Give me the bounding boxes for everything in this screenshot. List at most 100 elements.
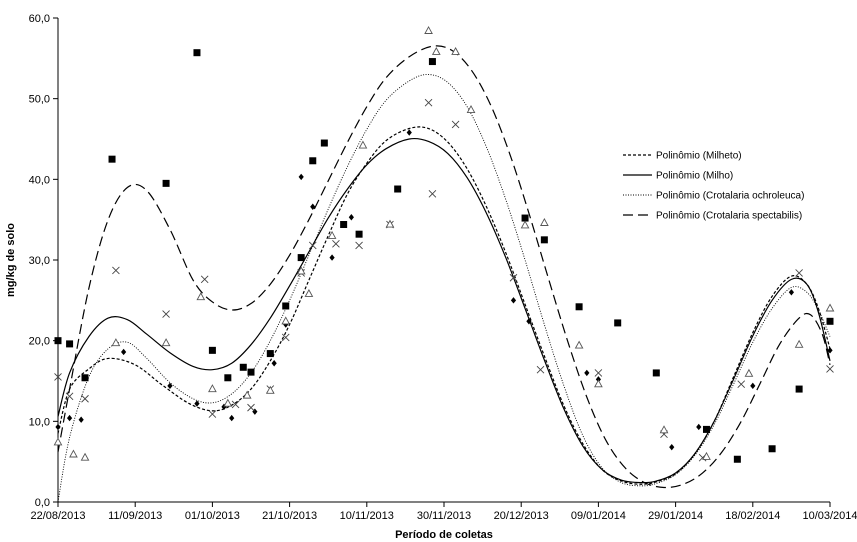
y-tick-label: 40,0 bbox=[29, 174, 50, 186]
x-tick-label: 22/08/2013 bbox=[30, 510, 85, 522]
y-tick-label: 60,0 bbox=[29, 13, 50, 25]
data-point-polinomio-milho bbox=[298, 254, 305, 261]
data-point-polinomio-crotalaria-spectabilis bbox=[305, 290, 312, 297]
data-point-polinomio-milheto bbox=[67, 415, 72, 421]
y-tick-label: 30,0 bbox=[29, 255, 50, 267]
x-tick-label: 21/10/2013 bbox=[262, 510, 317, 522]
data-point-polinomio-crotalaria-spectabilis bbox=[745, 370, 752, 377]
data-point-polinomio-crotalaria-ochroleuca bbox=[429, 190, 436, 197]
data-point-polinomio-milho bbox=[321, 140, 328, 147]
data-point-polinomio-milho bbox=[796, 386, 803, 393]
data-point-polinomio-crotalaria-spectabilis bbox=[826, 304, 833, 311]
data-point-polinomio-milho bbox=[576, 303, 583, 310]
y-tick-label: 0,0 bbox=[35, 497, 50, 509]
data-point-polinomio-crotalaria-ochroleuca bbox=[537, 366, 544, 373]
data-point-polinomio-crotalaria-spectabilis bbox=[660, 426, 667, 433]
data-point-polinomio-crotalaria-spectabilis bbox=[197, 293, 204, 300]
data-point-polinomio-milho bbox=[267, 350, 274, 357]
data-point-polinomio-milho bbox=[55, 337, 62, 344]
x-tick-label: 10/11/2013 bbox=[340, 510, 394, 522]
data-point-polinomio-milho bbox=[653, 369, 660, 376]
legend-label-polinomio-milheto: Polinômio (Milheto) bbox=[656, 151, 742, 162]
y-tick-label: 10,0 bbox=[29, 416, 50, 428]
data-point-polinomio-crotalaria-ochroleuca bbox=[425, 99, 432, 106]
data-point-polinomio-crotalaria-spectabilis bbox=[224, 400, 231, 407]
data-point-polinomio-crotalaria-ochroleuca bbox=[309, 242, 316, 249]
data-point-polinomio-crotalaria-spectabilis bbox=[267, 387, 274, 394]
y-tick-label: 50,0 bbox=[29, 94, 50, 106]
data-point-polinomio-milheto bbox=[511, 297, 516, 303]
data-point-polinomio-crotalaria-spectabilis bbox=[244, 392, 251, 399]
data-point-polinomio-crotalaria-ochroleuca bbox=[827, 365, 834, 372]
chart-curves bbox=[58, 46, 830, 502]
legend-label-polinomio-milho: Polinômio (Milho) bbox=[656, 171, 733, 182]
data-point-polinomio-crotalaria-spectabilis bbox=[595, 380, 602, 387]
trend-line-polinomio-crotalaria-ochroleuca bbox=[58, 74, 830, 502]
x-tick-label: 09/01/2014 bbox=[571, 510, 626, 522]
chart-markers bbox=[54, 27, 833, 463]
data-point-polinomio-milheto bbox=[310, 204, 315, 210]
data-point-polinomio-milho bbox=[429, 58, 436, 65]
data-point-polinomio-crotalaria-spectabilis bbox=[541, 219, 548, 226]
x-axis-title: Período de coletas bbox=[395, 529, 493, 541]
data-point-polinomio-milheto bbox=[329, 254, 334, 260]
data-point-polinomio-milheto bbox=[79, 417, 84, 423]
data-point-polinomio-milheto bbox=[229, 415, 234, 421]
data-point-polinomio-crotalaria-ochroleuca bbox=[510, 274, 517, 281]
data-point-polinomio-milho bbox=[109, 156, 116, 163]
data-point-polinomio-milheto bbox=[584, 370, 589, 376]
data-point-polinomio-milho bbox=[356, 231, 363, 238]
data-point-polinomio-crotalaria-ochroleuca bbox=[452, 121, 459, 128]
data-point-polinomio-milho bbox=[163, 180, 170, 187]
data-point-polinomio-crotalaria-spectabilis bbox=[796, 341, 803, 348]
data-point-polinomio-crotalaria-spectabilis bbox=[576, 342, 583, 349]
data-point-polinomio-crotalaria-spectabilis bbox=[70, 450, 77, 457]
x-tick-label: 30/11/2013 bbox=[417, 510, 471, 522]
y-tick-label: 20,0 bbox=[29, 336, 50, 348]
data-point-polinomio-crotalaria-ochroleuca bbox=[82, 395, 89, 402]
data-point-polinomio-crotalaria-ochroleuca bbox=[163, 311, 170, 318]
data-point-polinomio-milho bbox=[248, 369, 255, 376]
data-point-polinomio-crotalaria-ochroleuca bbox=[209, 411, 216, 418]
data-point-polinomio-milho bbox=[282, 302, 289, 309]
x-tick-label: 10/03/2014 bbox=[802, 510, 857, 522]
data-point-polinomio-crotalaria-spectabilis bbox=[162, 339, 169, 346]
chart-axes: 0,0 10,0 20,0 30,0 40,0 50,0 60,0 22/08/2013 11/… bbox=[29, 13, 857, 522]
x-tick-label: 29/01/2014 bbox=[648, 510, 703, 522]
data-point-polinomio-milho bbox=[340, 221, 347, 228]
x-tick-label: 18/02/2014 bbox=[725, 510, 780, 522]
data-point-polinomio-crotalaria-spectabilis bbox=[425, 27, 432, 34]
data-point-polinomio-milho bbox=[734, 456, 741, 463]
data-point-polinomio-milheto bbox=[121, 349, 126, 355]
data-point-polinomio-milho bbox=[541, 236, 548, 243]
data-point-polinomio-crotalaria-ochroleuca bbox=[595, 369, 602, 376]
data-point-polinomio-crotalaria-ochroleuca bbox=[738, 381, 745, 388]
data-point-polinomio-crotalaria-spectabilis bbox=[54, 438, 61, 445]
data-point-polinomio-milho bbox=[224, 374, 231, 381]
data-point-polinomio-milheto bbox=[750, 383, 755, 389]
data-point-polinomio-milheto bbox=[669, 444, 674, 450]
data-point-polinomio-crotalaria-spectabilis bbox=[209, 385, 216, 392]
data-point-polinomio-milho bbox=[827, 318, 834, 325]
data-point-polinomio-crotalaria-spectabilis bbox=[359, 141, 366, 148]
data-point-polinomio-milho bbox=[66, 340, 73, 347]
data-point-polinomio-crotalaria-ochroleuca bbox=[332, 240, 339, 247]
x-tick-label: 01/10/2013 bbox=[185, 510, 240, 522]
data-point-polinomio-crotalaria-ochroleuca bbox=[796, 269, 803, 276]
data-point-polinomio-milheto bbox=[407, 129, 412, 135]
data-point-polinomio-crotalaria-spectabilis bbox=[433, 48, 440, 55]
x-tick-label: 11/09/2013 bbox=[108, 510, 162, 522]
data-point-polinomio-milho bbox=[240, 364, 247, 371]
data-point-polinomio-milheto bbox=[696, 424, 701, 430]
data-point-polinomio-crotalaria-spectabilis bbox=[521, 221, 528, 228]
data-point-polinomio-milho bbox=[309, 157, 316, 164]
data-point-polinomio-milheto bbox=[272, 360, 277, 366]
data-point-polinomio-crotalaria-ochroleuca bbox=[112, 267, 119, 274]
data-point-polinomio-milheto bbox=[349, 214, 354, 220]
data-point-polinomio-crotalaria-ochroleuca bbox=[356, 242, 363, 249]
data-point-polinomio-milho bbox=[394, 186, 401, 193]
data-point-polinomio-milho bbox=[82, 374, 89, 381]
x-tick-label: 20/12/2013 bbox=[494, 510, 549, 522]
data-point-polinomio-milho bbox=[614, 319, 621, 326]
